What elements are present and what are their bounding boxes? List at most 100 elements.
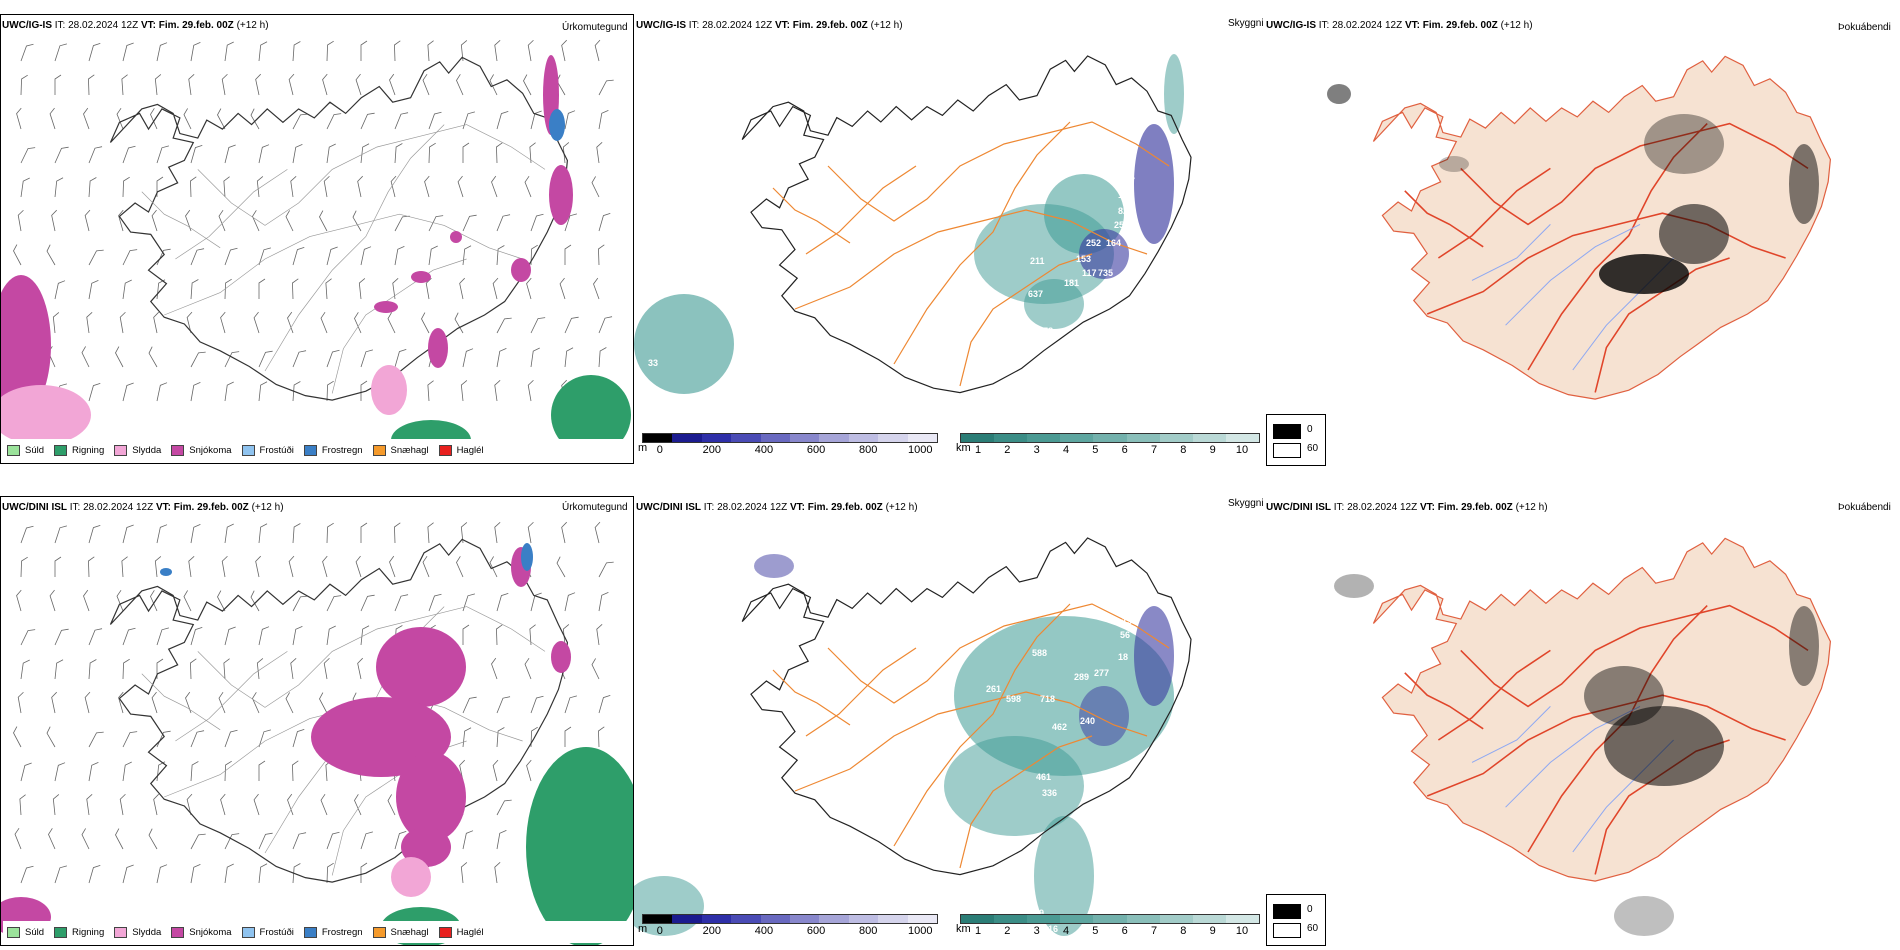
visibility-value: 101 bbox=[1118, 190, 1133, 200]
visibility-value: 49 bbox=[1034, 908, 1044, 918]
colorbar-tick-label: 7 bbox=[1150, 925, 1158, 937]
colorbar-bin bbox=[1060, 434, 1094, 442]
colorbar-unit: km bbox=[956, 923, 971, 935]
colorbar-tick-label: 1 bbox=[974, 444, 982, 456]
colorbar-bin bbox=[672, 915, 702, 923]
visibility-panel-top: 211 637 378 153 117 735 181 252 164 227 101 82 25 33 bbox=[634, 14, 1264, 464]
visibility-value: 153 bbox=[1076, 254, 1091, 264]
visibility-value: 227 bbox=[1120, 176, 1135, 186]
visibility-value: 588 bbox=[1032, 648, 1047, 658]
visibility-title-bottom: UWC/DINI ISL IT: 28.02.2024 12Z VT: Fim.… bbox=[636, 502, 918, 513]
colorbar-bin bbox=[1060, 915, 1094, 923]
fog-kind-label-bottom: Þokuábendi bbox=[1838, 502, 1891, 513]
visibility-value: 56 bbox=[1120, 630, 1130, 640]
visibility-value: 277 bbox=[1094, 668, 1109, 678]
legend-item: Súld bbox=[7, 926, 44, 938]
legend-item: Haglél bbox=[438, 926, 484, 938]
legend-item: Snjókoma bbox=[171, 926, 232, 938]
legend-label: Súld bbox=[25, 444, 45, 456]
legend-swatch bbox=[7, 444, 20, 456]
colorbar-strip bbox=[960, 433, 1260, 443]
colorbar-bin bbox=[701, 915, 732, 923]
colorbar-unit: km bbox=[956, 442, 971, 454]
colorbar-bin bbox=[907, 915, 938, 923]
legend-label: Frostúði bbox=[259, 444, 294, 456]
precip-areas bbox=[1, 55, 631, 460]
fog-key-light-label: 60 bbox=[1307, 923, 1319, 934]
visibility-value: 82 bbox=[1118, 206, 1128, 216]
colorbar-bin bbox=[731, 915, 761, 923]
legend-label: Snæhagl bbox=[390, 444, 429, 456]
legend-swatch bbox=[372, 444, 386, 456]
fog-key-bottom: 0 60 bbox=[1266, 894, 1326, 946]
colorbar-tick-label: 9 bbox=[1209, 444, 1216, 456]
visibility-value: 211 bbox=[1030, 256, 1045, 266]
legend-swatch bbox=[114, 926, 128, 938]
colorbar-bin bbox=[760, 915, 791, 923]
colorbar-bin bbox=[819, 434, 849, 442]
precip-kind-label-top: Úrkomutegund bbox=[562, 22, 628, 33]
colorbar-tick-label: 600 bbox=[806, 925, 826, 937]
colorbar-tick-label: 6 bbox=[1121, 925, 1128, 937]
legend-item: Snjókoma bbox=[171, 444, 232, 456]
legend-swatch bbox=[54, 444, 68, 456]
colorbar-tick-label: 10 bbox=[1235, 444, 1249, 456]
colorbar-tick-label: 6 bbox=[1121, 444, 1128, 456]
fog-key-light-swatch bbox=[1273, 443, 1301, 458]
visibility-value: 462 bbox=[1052, 722, 1067, 732]
colorbar-bin bbox=[1126, 434, 1160, 442]
colorbar-bin bbox=[1093, 434, 1127, 442]
colorbar-bin bbox=[848, 915, 879, 923]
visibility-value: 18 bbox=[1118, 652, 1128, 662]
fog-map-top bbox=[1327, 55, 1832, 400]
legend-item: Frostregn bbox=[303, 926, 363, 938]
legend-swatch bbox=[114, 444, 128, 456]
precip-legend-top: Súld Rigning Slydda Snjókoma Frostúði Frostre… bbox=[3, 439, 631, 461]
fog-title-bottom: UWC/DINI ISL IT: 28.02.2024 12Z VT: Fim.… bbox=[1266, 502, 1548, 513]
legend-swatch bbox=[171, 444, 185, 456]
legend-label: Frostregn bbox=[321, 444, 363, 456]
legend-label: Frostúði bbox=[259, 926, 294, 938]
colorbar-bin bbox=[1192, 915, 1226, 923]
colorbar-tick-label: 200 bbox=[702, 925, 722, 937]
colorbar-tick-label: 5 bbox=[1092, 444, 1099, 456]
visibility-shading bbox=[634, 554, 1174, 936]
colorbar-tick-label: 3 bbox=[1033, 925, 1040, 937]
colorbar-tick-label: 1000 bbox=[907, 444, 933, 456]
colorbar-tick-label: 4 bbox=[1062, 444, 1070, 456]
iceland-outline bbox=[109, 56, 569, 401]
colorbar-tick-label: 800 bbox=[858, 444, 878, 456]
legend-label: Rigning bbox=[72, 444, 105, 456]
fog-key-dark-swatch bbox=[1273, 424, 1301, 439]
precip-map-top bbox=[1, 39, 631, 460]
colorbar-bin bbox=[1159, 434, 1193, 442]
colorbar-bin bbox=[848, 434, 879, 442]
fog-panel-bottom bbox=[1264, 496, 1900, 946]
legend-swatch bbox=[241, 926, 255, 938]
colorbar-bin bbox=[643, 915, 673, 923]
legend-swatch bbox=[303, 926, 317, 938]
visibility-value: 181 bbox=[1064, 278, 1079, 288]
colorbar-bin bbox=[1027, 434, 1061, 442]
colorbar-km-top: 1 2 3 4 5 6 7 8 9 10 km bbox=[956, 433, 1260, 463]
legend-swatch bbox=[438, 444, 452, 456]
visibility-value: 637 bbox=[1028, 289, 1043, 299]
colorbar-ticks: 0 200 400 600 800 1000 bbox=[642, 924, 938, 938]
colorbar-tick-label: 8 bbox=[1180, 444, 1187, 456]
legend-item: Snæhagl bbox=[372, 444, 429, 456]
fog-key-dark-label: 0 bbox=[1307, 424, 1313, 435]
colorbar-bin bbox=[790, 915, 820, 923]
fog-key-dark-swatch bbox=[1273, 904, 1301, 919]
colorbar-tick-label: 8 bbox=[1180, 925, 1187, 937]
iceland-landmass bbox=[1372, 55, 1832, 400]
colorbar-bin bbox=[994, 915, 1028, 923]
legend-label: Rigning bbox=[72, 926, 105, 938]
colorbar-tick-label: 1 bbox=[974, 925, 982, 937]
colorbar-tick-label: 9 bbox=[1209, 925, 1216, 937]
iceland-outline bbox=[741, 55, 1192, 394]
colorbar-tick-label: 7 bbox=[1150, 444, 1158, 456]
legend-swatch bbox=[438, 926, 452, 938]
colorbar-tick-label: 0 bbox=[656, 444, 663, 456]
visibility-value: 240 bbox=[1080, 716, 1095, 726]
